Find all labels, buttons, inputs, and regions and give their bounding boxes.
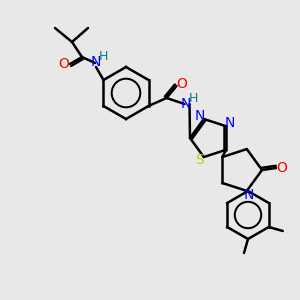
Text: O: O [58, 57, 69, 71]
Text: N: N [225, 116, 236, 130]
Text: N: N [91, 55, 101, 69]
Text: N: N [180, 97, 191, 111]
Text: H: H [189, 92, 198, 104]
Text: S: S [195, 153, 204, 167]
Text: H: H [98, 50, 108, 62]
Text: N: N [244, 188, 254, 202]
Text: N: N [195, 109, 205, 123]
Text: O: O [176, 77, 187, 91]
Text: O: O [277, 161, 287, 175]
